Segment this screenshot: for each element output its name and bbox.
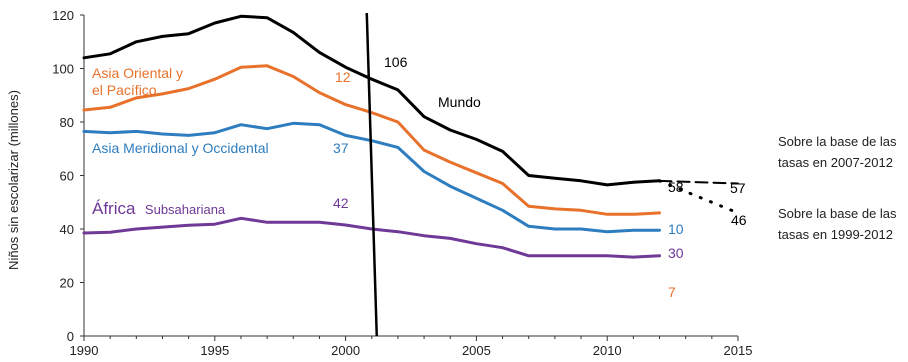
axes: 0 20 40 60 80 100 120 1990 1995 2000 2005 2010 2015 bbox=[52, 8, 752, 358]
x-tick-label: 2000 bbox=[331, 343, 360, 358]
label-africa-sub: Subsahariana bbox=[145, 202, 226, 217]
value-proj-dashed: 57 bbox=[730, 180, 746, 196]
series-line-mundo bbox=[82, 14, 661, 187]
value-world-2001: 106 bbox=[384, 54, 408, 70]
series-line-asia-oriental-y-el-pac-fico bbox=[82, 64, 661, 216]
y-tick-label: 20 bbox=[60, 276, 74, 291]
label-south-asia: Asia Meridional y Occidental bbox=[92, 140, 269, 156]
label-africa-main: África bbox=[92, 199, 136, 218]
x-tick-label: 1990 bbox=[70, 343, 99, 358]
y-tick-label: 40 bbox=[60, 222, 74, 237]
y-tick-label: 120 bbox=[52, 8, 74, 23]
label-east-asia-line2: el Pacífico bbox=[92, 82, 157, 98]
series-line--frica-subsahariana bbox=[82, 216, 661, 259]
y-tick-label: 60 bbox=[60, 169, 74, 184]
note-1999-2012-line1: Sobre la base de las bbox=[778, 206, 897, 221]
value-proj-dotted: 46 bbox=[731, 212, 747, 228]
note-2007-2012-line2: tasas en 2007-2012 bbox=[778, 155, 893, 170]
value-south-asia-2012: 10 bbox=[668, 221, 684, 237]
x-tick-label: 2015 bbox=[724, 343, 753, 358]
value-world-2012: 58 bbox=[668, 179, 684, 195]
value-east-asia-2012: 7 bbox=[668, 284, 676, 300]
label-east-asia-line1: Asia Oriental y bbox=[92, 65, 183, 81]
y-tick-label: 80 bbox=[60, 115, 74, 130]
note-1999-2012-line2: tasas en 1999-2012 bbox=[778, 227, 893, 242]
value-africa-2012: 30 bbox=[668, 245, 684, 261]
note-2007-2012-line1: Sobre la base de las bbox=[778, 134, 897, 149]
y-axis-title: Niños sin escolarizar (millones) bbox=[6, 90, 21, 270]
marker-2001-line bbox=[365, 12, 379, 337]
y-tick-label: 0 bbox=[67, 329, 74, 344]
projection-dashed bbox=[658, 179, 739, 185]
x-tick-label: 2010 bbox=[593, 343, 622, 358]
series-lines bbox=[82, 14, 661, 259]
projection-lines bbox=[658, 179, 740, 215]
x-tick-label: 1995 bbox=[200, 343, 229, 358]
label-mundo: Mundo bbox=[438, 94, 481, 110]
y-tick-label: 100 bbox=[52, 62, 74, 77]
value-south-asia-2001: 37 bbox=[333, 140, 349, 156]
label-africa: África Subsahariana bbox=[92, 199, 226, 218]
value-east-asia-2001: 12 bbox=[335, 69, 351, 85]
value-africa-2001: 42 bbox=[333, 195, 349, 211]
x-tick-label: 2005 bbox=[462, 343, 491, 358]
